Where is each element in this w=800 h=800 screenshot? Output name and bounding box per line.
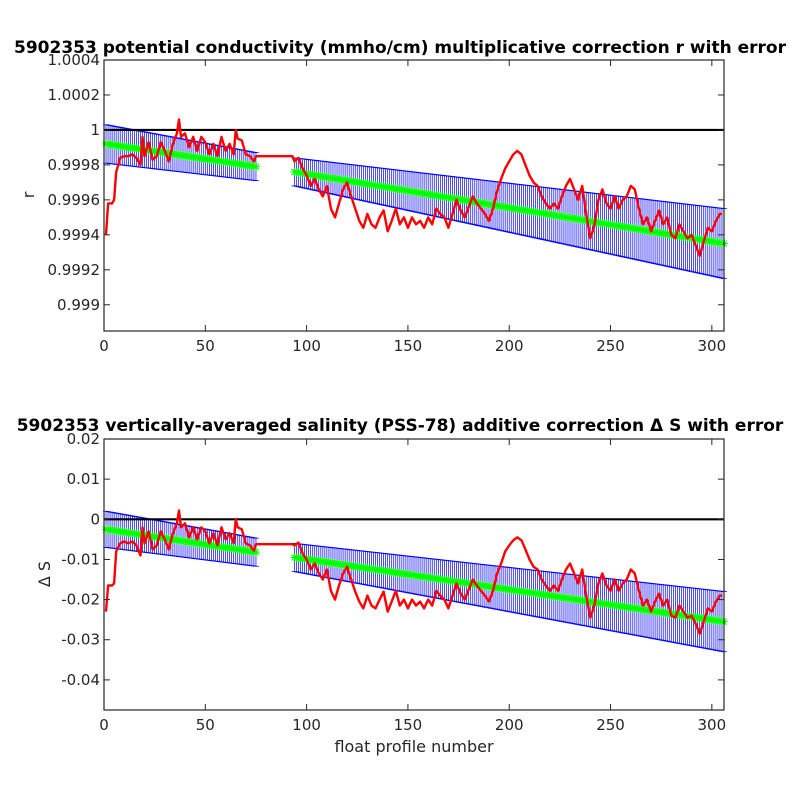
y-tick-label: 0.01 [67,470,100,488]
plot-layer-salinity [102,509,728,653]
y-tick-label: 0.9998 [48,156,101,174]
conductivity-correction-panel: 5902353 potential conductivity (mmho/cm)… [14,38,787,355]
y-tick-label: -0.02 [61,591,100,609]
x-tick-label: 50 [196,337,215,355]
fit-marker [252,163,260,171]
raw-correction-line [104,509,722,635]
fit-markers-segment-0 [102,139,260,171]
y-tick-label: -0.04 [61,671,100,689]
y-tick-label: 0.9996 [48,191,101,209]
y-tick-label: 1.0004 [48,51,101,69]
x-tick-label: 200 [495,716,524,734]
fit-marker [252,548,260,556]
y-tick-label: 0.9992 [48,261,101,279]
x-tick-label: 100 [292,337,321,355]
x-tick-label: 0 [99,337,109,355]
raw-correction-line [104,118,722,258]
y-tick-label: 0.999 [57,296,100,314]
y-axis-label-salinity: Δ S [35,561,54,587]
x-tick-label: 250 [596,337,625,355]
x-tick-label: 300 [698,716,727,734]
salinity-correction-panel: 5902353 vertically-averaged salinity (PS… [17,416,784,756]
y-tick-label: 0.9994 [48,226,101,244]
y-tick-label: -0.03 [61,631,100,649]
fit-markers-segment-1 [290,553,728,626]
x-tick-label: 100 [292,716,321,734]
plot-frame-salinity [103,438,725,711]
chart-title-salinity: 5902353 vertically-averaged salinity (PS… [17,416,784,436]
x-tick-label: 300 [698,337,727,355]
x-tick-label: 150 [394,716,423,734]
x-tick-label: 50 [196,716,215,734]
fit-markers-segment-1 [290,167,728,248]
y-axis-label-conductivity: r [19,191,38,198]
ticks-salinity: 0 50 100 150 200 250 300 0.02 0.01 0 -0.01 -0.02 -0.… [61,430,726,734]
x-tick-label: 150 [394,337,423,355]
x-tick-label: 0 [99,716,109,734]
x-axis-label: float profile number [334,737,494,756]
y-tick-label: 1.0002 [48,86,101,104]
error-bars-segment-1 [291,543,727,653]
plot-layer-conductivity [102,118,728,279]
y-tick-label: -0.01 [61,550,100,568]
y-tick-label: 0 [90,510,100,528]
x-tick-label: 200 [495,337,524,355]
x-tick-label: 250 [596,716,625,734]
y-tick-label: 0.02 [67,430,100,448]
plot-frame-conductivity [103,59,725,332]
ticks-conductivity: 0 50 100 150 200 250 300 1.0004 1.0002 1 0.9998 0.9… [48,51,727,355]
y-tick-label: 1 [90,121,100,139]
chart-title-conductivity: 5902353 potential conductivity (mmho/cm)… [14,38,787,58]
